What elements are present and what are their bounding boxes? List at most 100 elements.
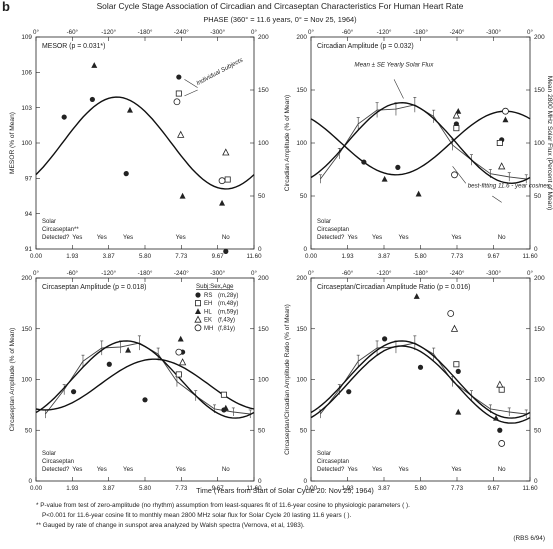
data-point-ek bbox=[178, 358, 187, 366]
y-tick-label: 97 bbox=[25, 176, 33, 183]
detected-label: Detected? bbox=[317, 467, 345, 473]
data-point-rs bbox=[346, 389, 352, 395]
detected-value: Yes bbox=[347, 466, 357, 473]
phase-tick-label: -240° bbox=[174, 29, 189, 36]
right-y-tick-label: 50 bbox=[258, 193, 266, 200]
data-point-rs bbox=[89, 96, 95, 103]
y-tick-label: 200 bbox=[296, 275, 307, 282]
detected-value: Yes bbox=[123, 234, 133, 241]
detected-label: Detected? bbox=[42, 235, 70, 241]
data-point-ek bbox=[177, 130, 185, 138]
cosine-fit-curve bbox=[35, 96, 255, 190]
legend-code: RS bbox=[204, 293, 212, 299]
right-y-tick-label: 50 bbox=[258, 427, 266, 434]
x-tick-label: 3.87 bbox=[378, 485, 391, 492]
data-point-rs bbox=[395, 164, 401, 170]
x-tick-label: 1.93 bbox=[66, 253, 79, 260]
detected-value: Yes bbox=[347, 234, 357, 241]
x-tick-label: 7.73 bbox=[451, 485, 464, 492]
right-y-tick-label: 0 bbox=[534, 246, 538, 253]
y-tick-label: 94 bbox=[25, 211, 33, 218]
legend-marker-mh bbox=[194, 324, 202, 332]
right-y-tick-label: 100 bbox=[258, 377, 269, 384]
x-tick-label: 3.87 bbox=[103, 485, 116, 492]
detected-value: Yes bbox=[372, 466, 382, 473]
legend-marker-hl bbox=[195, 308, 201, 314]
y-tick-label: 50 bbox=[25, 427, 33, 434]
data-point-rs bbox=[106, 361, 112, 367]
y-tick-label: 150 bbox=[296, 326, 307, 333]
data-point-rs bbox=[497, 427, 503, 433]
right-y-tick-label: 200 bbox=[534, 34, 545, 41]
x-tick-label: 0.00 bbox=[30, 253, 43, 260]
x-tick-label: 1.93 bbox=[341, 253, 354, 260]
detected-label: Solar bbox=[317, 219, 331, 225]
y-tick-label: 0 bbox=[303, 246, 307, 253]
detected-value: Yes bbox=[398, 466, 408, 473]
detected-label: Circaseptan bbox=[317, 227, 349, 233]
phase-tick-label: 0° bbox=[527, 270, 533, 277]
y-axis-label: Circadian Amplitude (% of Mean) bbox=[284, 95, 291, 191]
chart-panel-4: 0.00 0° 1.93 -60° 3.87 -120° 5.80 -180° 7.73 -240… bbox=[284, 270, 545, 492]
detected-value: No bbox=[222, 466, 230, 473]
legend-info: (m,48y) bbox=[218, 301, 238, 307]
x-tick-label: 0.00 bbox=[305, 253, 318, 260]
annotation-arrow bbox=[184, 89, 198, 97]
data-point-rs bbox=[70, 389, 77, 395]
data-point-hl bbox=[455, 408, 462, 415]
detected-label: Circaseptan bbox=[317, 459, 349, 465]
data-point-rs bbox=[123, 171, 129, 177]
phase-tick-label: -300° bbox=[486, 29, 501, 36]
plot-frame bbox=[310, 277, 531, 482]
phase-tick-label: 0° bbox=[33, 29, 39, 36]
phase-tick-label: -300° bbox=[210, 29, 225, 36]
annotation-arrow bbox=[452, 166, 467, 184]
y-axis-label: Circaseptan/Circadian Amplitude Ratio (%… bbox=[284, 304, 291, 455]
detected-label: Detected? bbox=[42, 467, 70, 473]
legend-info: (m,28y) bbox=[218, 293, 238, 299]
right-y-tick-label: 50 bbox=[534, 193, 542, 200]
data-point-ek bbox=[496, 380, 504, 388]
data-point-rs bbox=[61, 114, 67, 120]
x-tick-label: 9.67 bbox=[212, 485, 225, 492]
annotation-arrow bbox=[393, 79, 404, 99]
panel-title: Circaseptan/Circadian Amplitude Ratio (p… bbox=[317, 284, 470, 291]
phase-tick-label: -240° bbox=[174, 270, 189, 277]
detected-label: Solar bbox=[42, 219, 56, 225]
data-point-rs bbox=[142, 397, 148, 403]
detected-value: Yes bbox=[176, 466, 186, 473]
data-point-ek bbox=[450, 324, 459, 332]
figure-title: Solar Cycle Stage Association of Circadi… bbox=[97, 1, 464, 11]
detected-value: Yes bbox=[72, 234, 82, 241]
cosine-fit-curve bbox=[310, 110, 531, 176]
cosine-fit-curve bbox=[310, 345, 531, 424]
x-tick-label: 9.67 bbox=[487, 485, 500, 492]
phase-tick-label: -60° bbox=[342, 29, 354, 36]
right-y-tick-label: 150 bbox=[258, 326, 269, 333]
data-point-hl bbox=[222, 404, 229, 411]
phase-tick-label: -240° bbox=[450, 270, 465, 277]
phase-tick-label: -120° bbox=[101, 29, 116, 36]
detected-value: No bbox=[498, 466, 506, 473]
legend-info: (m,59y) bbox=[218, 309, 238, 315]
y-tick-label: 106 bbox=[21, 70, 32, 77]
legend-info: (f,81y) bbox=[218, 326, 235, 332]
chart-panel-2: 0.00 0° 1.93 -60° 3.87 -120° 5.80 -180° 7.73 -240… bbox=[284, 29, 550, 260]
detected-value: Yes bbox=[451, 466, 461, 473]
right-y-tick-label: 100 bbox=[534, 377, 545, 384]
y-tick-label: 109 bbox=[21, 34, 32, 41]
phase-tick-label: -120° bbox=[377, 270, 392, 277]
data-point-hl bbox=[219, 199, 226, 206]
x-tick-label: 5.80 bbox=[414, 485, 427, 492]
solar-flux-cosine bbox=[310, 101, 531, 185]
detected-value: No bbox=[222, 234, 230, 241]
legend-marker-eh bbox=[194, 300, 201, 307]
x-tick-label: 9.67 bbox=[487, 253, 500, 260]
phase-tick-label: 0° bbox=[251, 270, 257, 277]
data-point-hl bbox=[125, 346, 132, 353]
data-point-mh bbox=[502, 107, 509, 115]
data-point-hl bbox=[126, 106, 133, 113]
data-point-eh bbox=[175, 90, 182, 97]
data-point-eh bbox=[220, 391, 227, 398]
